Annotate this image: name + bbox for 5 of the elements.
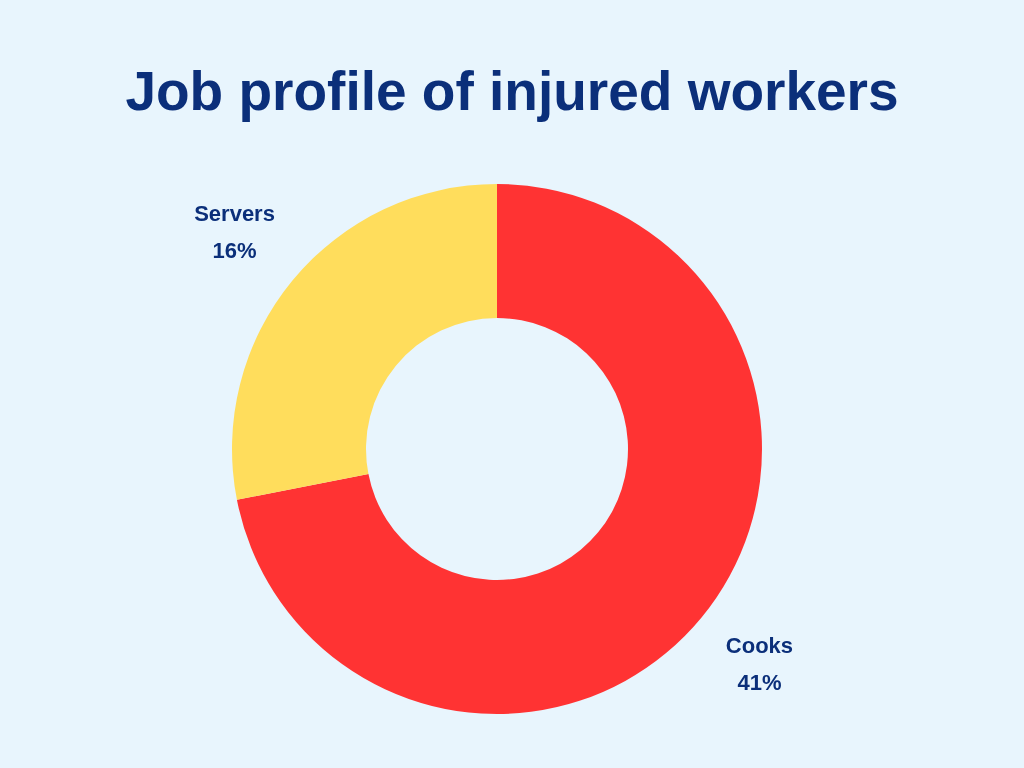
- data-label: 16%: [212, 237, 257, 263]
- slice-label: Servers: [194, 200, 275, 226]
- slice-label: Cooks: [725, 633, 794, 659]
- chart-title: Job profile of injured workers: [125, 60, 899, 122]
- data-label: 41%: [737, 670, 782, 696]
